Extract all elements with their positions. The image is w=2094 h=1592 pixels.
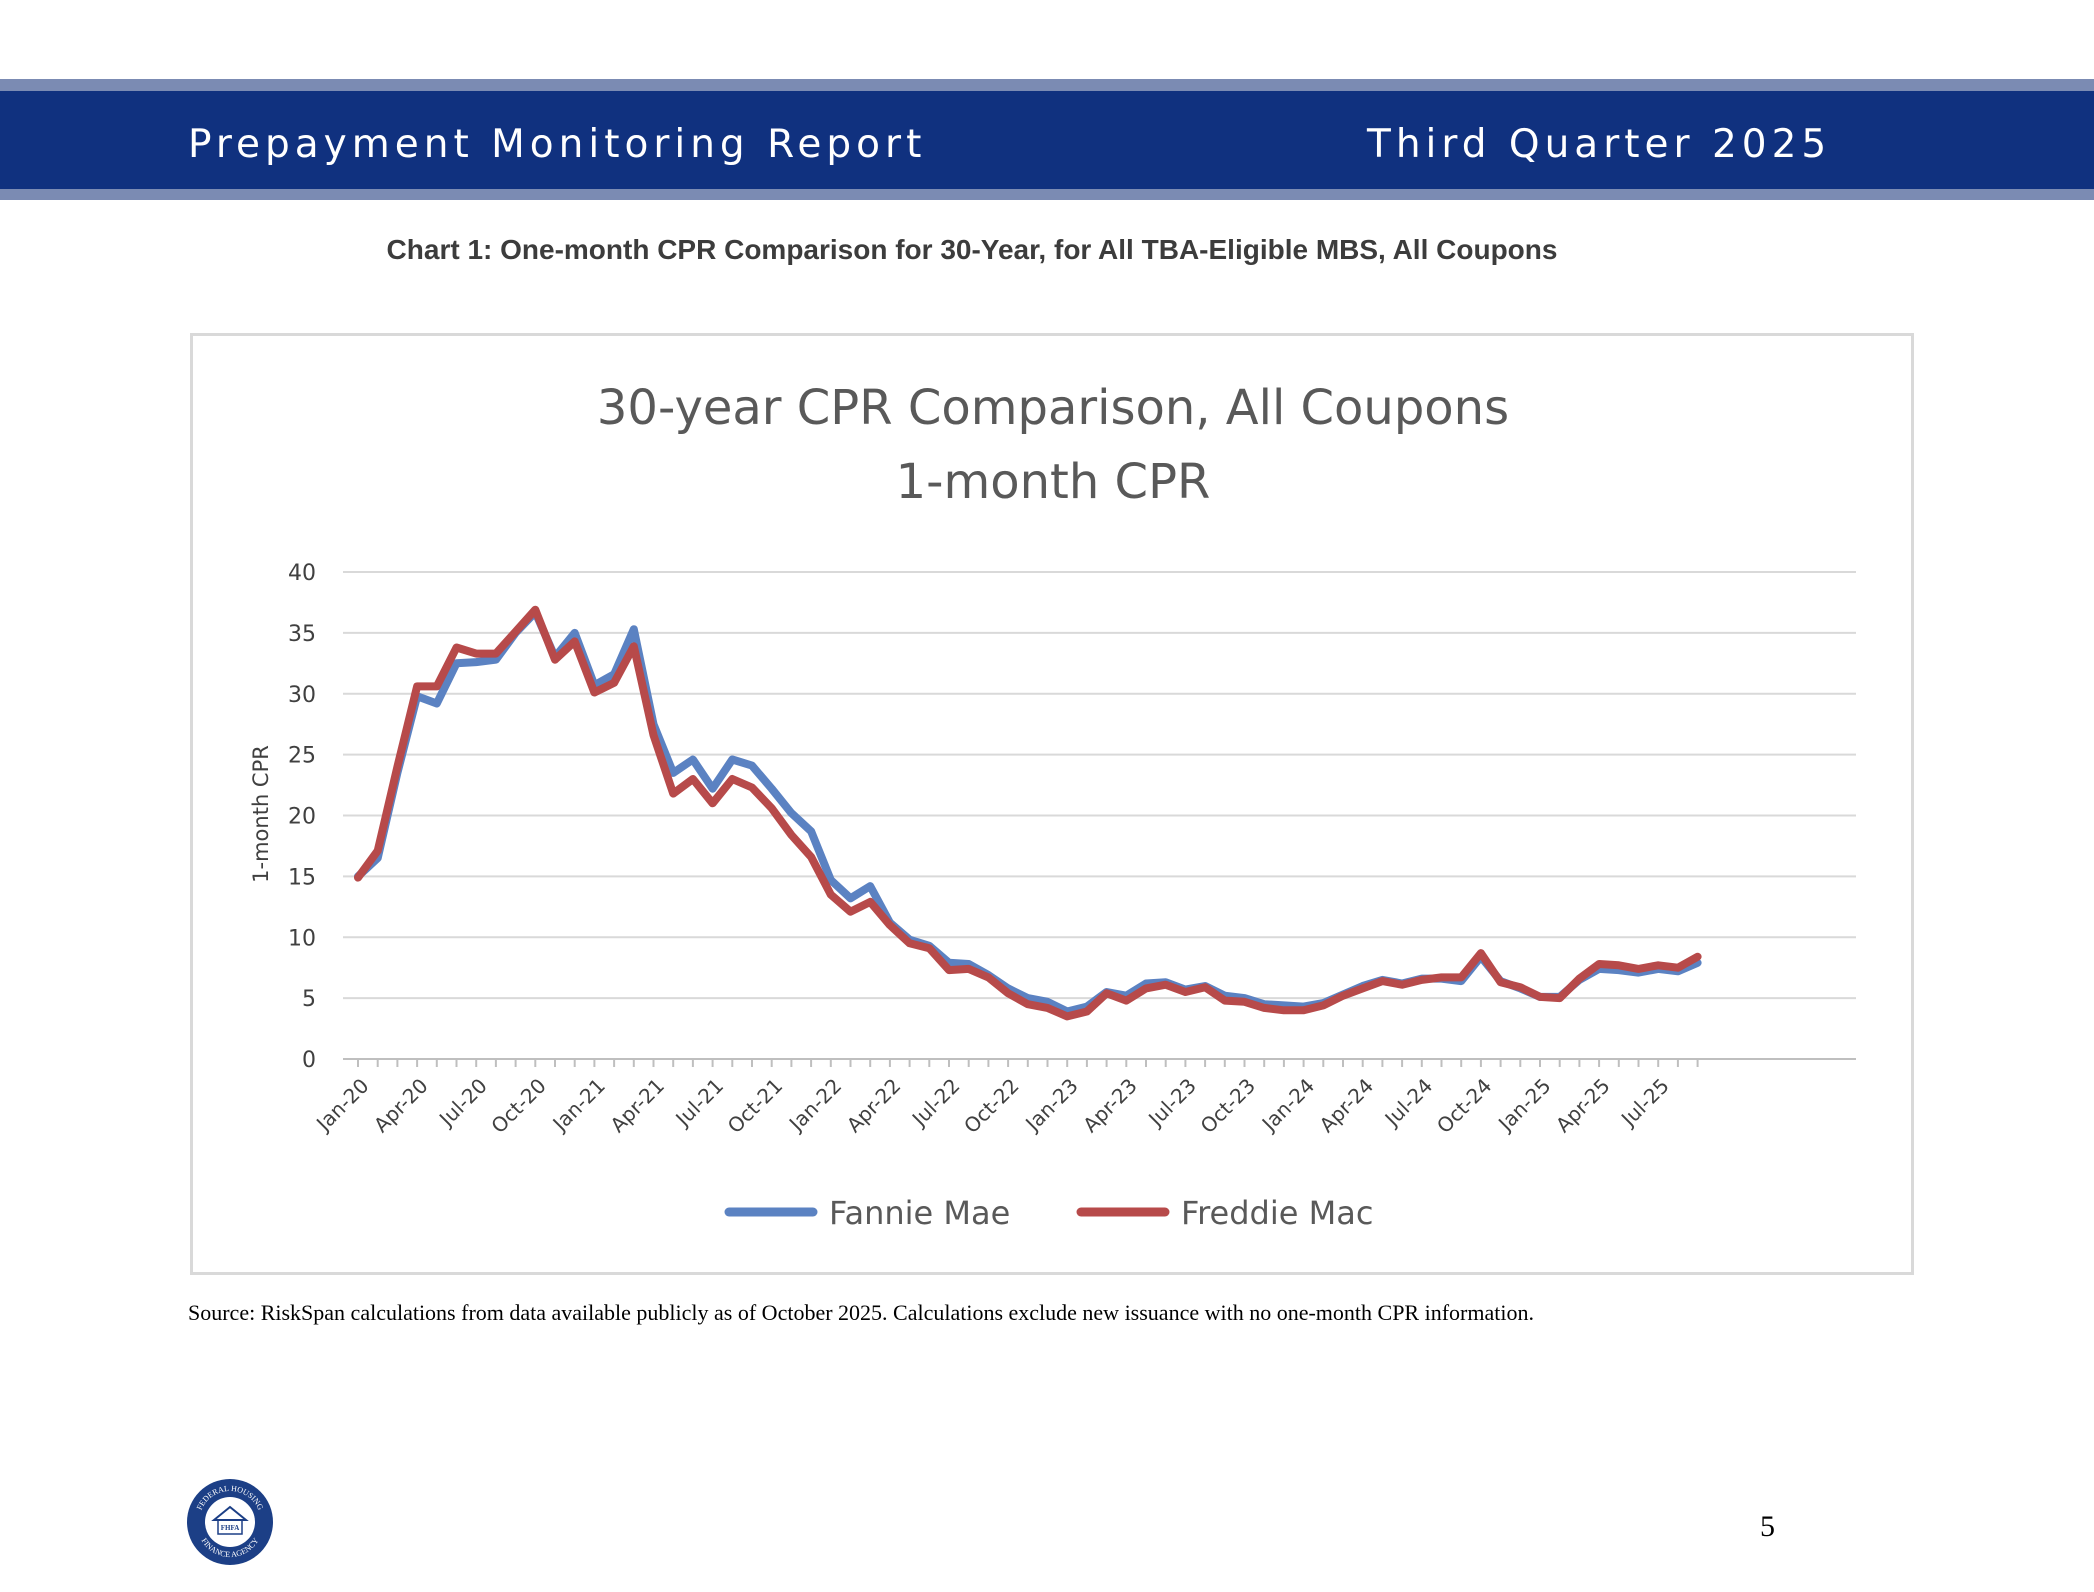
x-tick-label: Apr-21 [605,1074,669,1138]
seal-house-body-icon [217,1519,243,1535]
x-tick-label: Apr-22 [842,1074,906,1138]
x-tick-label: Jul-23 [1142,1074,1201,1133]
x-tick-label: Oct-24 [1432,1074,1497,1139]
chart: 30-year CPR Comparison, All Coupons 1-mo… [249,380,1856,1232]
seal-center-text: FHFA [221,1524,240,1532]
y-tick-label: 0 [302,1048,316,1073]
x-tick-label: Oct-21 [723,1074,788,1139]
y-tick-label: 15 [288,865,316,890]
y-tick-label: 35 [288,622,316,647]
x-tick-label: Apr-25 [1551,1074,1615,1138]
x-tick-label: Jul-24 [1379,1074,1438,1133]
x-tick-label: Jul-20 [433,1074,492,1133]
fhfa-seal-logo: FEDERAL HOUSING FINANCE AGENCY FHFA [187,1479,273,1565]
seal-inner-disc [205,1497,255,1547]
chart-caption: Chart 1: One-month CPR Comparison for 30… [0,234,2094,266]
x-tick-label: Jul-21 [670,1074,729,1133]
report-quarter: Third Quarter 2025 [1367,122,1832,167]
x-tick-label: Jan-24 [1256,1074,1319,1137]
y-tick-label: 5 [302,987,316,1012]
chart-title-line-2: 1-month CPR [896,454,1211,510]
x-tick-label: Jul-22 [906,1074,965,1133]
y-ticks-layer: 0 5 10 15 20 25 30 35 40 [288,561,316,1073]
legend-label-fannie-mae: Fannie Mae [829,1194,1010,1232]
source-note: Source: RiskSpan calculations from data … [188,1300,1534,1325]
y-tick-label: 30 [288,683,316,708]
y-tick-label: 25 [288,744,316,769]
series-layer [354,605,1702,1021]
x-tick-label: Jul-25 [1615,1074,1674,1133]
x-tick-label: Apr-20 [369,1074,433,1138]
report-title: Prepayment Monitoring Report [188,122,927,167]
legend-label-freddie-mac: Freddie Mac [1181,1194,1373,1232]
legend: Fannie Mae Freddie Mac [724,1194,1373,1232]
x-tick-label: Apr-24 [1315,1074,1379,1138]
series-line-fannie-mae [354,608,1702,1016]
x-tick-label: Oct-23 [1196,1074,1261,1139]
page-number: 5 [1760,1510,1775,1543]
x-tick-label: Jan-23 [1019,1074,1082,1137]
x-tick-label: Oct-20 [486,1074,551,1139]
chart-caption-text: Chart 1: One-month CPR Comparison for 30… [386,234,1558,265]
x-tick-label: Jan-25 [1492,1074,1555,1137]
chart-title-line-1: 30-year CPR Comparison, All Coupons [597,380,1509,436]
series-line-freddie-mac [354,605,1702,1021]
y-tick-label: 10 [288,926,316,951]
x-tick-label: Jan-20 [310,1074,373,1137]
y-axis-label: 1-month CPR [249,745,273,883]
x-tick-label: Apr-23 [1078,1074,1142,1138]
header-band-bottom [0,189,2094,200]
chart-frame: 30-year CPR Comparison, All Coupons 1-mo… [190,333,1914,1275]
y-tick-label: 20 [288,805,316,830]
x-tick-label: Jan-22 [783,1074,846,1137]
x-tick-label: Oct-22 [959,1074,1024,1139]
x-tick-label: Jan-21 [547,1074,610,1137]
header-band [0,91,2094,189]
header-band-top [0,79,2094,91]
y-tick-label: 40 [288,561,316,586]
